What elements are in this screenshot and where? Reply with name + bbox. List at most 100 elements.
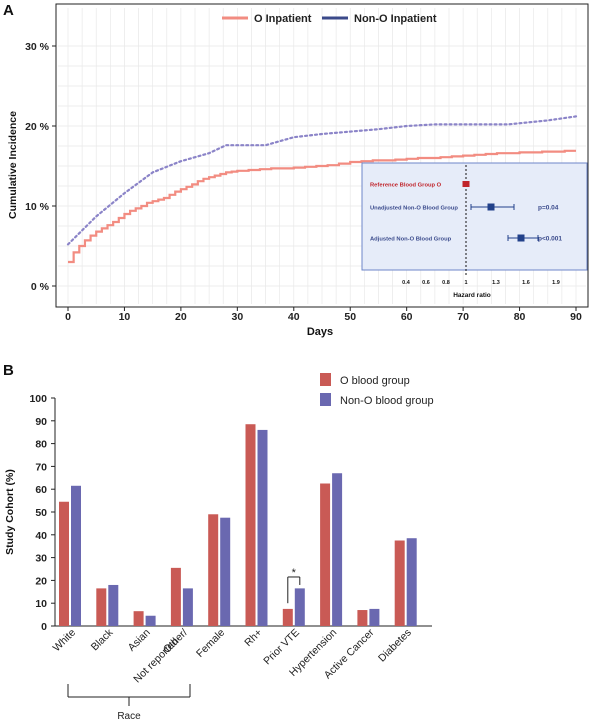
panel-b-x-labels: White Black Asian Other/Not reported Female R… bbox=[51, 626, 414, 685]
bar-non-o-blood-group bbox=[294, 588, 305, 626]
race-bracket-label: Race bbox=[117, 711, 141, 722]
bar-o-blood-group bbox=[245, 424, 256, 626]
x-tick-label: 20 bbox=[175, 311, 187, 323]
forest-tick-label: 1.3 bbox=[492, 280, 500, 286]
forest-plot-rows: Reference Blood Group O Unadjusted Non-O … bbox=[370, 165, 562, 277]
forest-tick-label: 0.6 bbox=[422, 280, 430, 286]
y-tick-label: 20 bbox=[35, 575, 47, 587]
bar-o-blood-group bbox=[133, 611, 144, 626]
forest-plot-x-label: Hazard ratio bbox=[453, 292, 491, 299]
forest-tick-label: 1.6 bbox=[522, 280, 530, 286]
panel-b-y-ticks: 0 10 20 30 40 50 60 70 80 90 100 bbox=[29, 393, 55, 633]
forest-plot-ticks: 0.4 0.6 0.8 1 1.3 1.6 1.9 bbox=[402, 280, 560, 286]
forest-row-label: Reference Blood Group O bbox=[370, 183, 442, 189]
y-tick-label: 50 bbox=[35, 507, 47, 519]
bar-non-o-blood-group bbox=[182, 588, 193, 626]
panel-label-b: B bbox=[3, 362, 14, 379]
legend-o-inpatient-label: O Inpatient bbox=[254, 13, 312, 25]
panel-a-legend: O Inpatient Non-O Inpatient bbox=[222, 13, 437, 25]
bar-non-o-blood-group bbox=[406, 538, 417, 626]
bar-o-blood-group bbox=[96, 588, 107, 626]
panel-a-lines bbox=[66, 115, 578, 264]
category-label: Rh+ bbox=[242, 627, 264, 649]
sig-star: * bbox=[292, 567, 297, 579]
category-label: Female bbox=[194, 627, 227, 660]
panel-b-legend: O blood group Non-O blood group bbox=[320, 373, 434, 407]
bar-non-o-blood-group bbox=[220, 517, 231, 626]
forest-row-label: Unadjusted Non-O Blood Group bbox=[370, 206, 458, 212]
forest-tick-label: 0.4 bbox=[402, 280, 411, 286]
x-tick-label: 90 bbox=[570, 311, 582, 323]
forest-plot-box bbox=[361, 162, 588, 271]
y-tick-label: 20 % bbox=[25, 121, 50, 133]
bar-non-o-blood-group bbox=[108, 584, 119, 626]
forest-p-value: p=0.04 bbox=[538, 205, 559, 212]
o-inpatient-line bbox=[68, 149, 576, 264]
y-tick-label: 80 bbox=[35, 439, 47, 451]
forest-tick-label: 1 bbox=[464, 280, 467, 286]
forest-hr-marker bbox=[487, 203, 495, 211]
category-label: Asian bbox=[126, 627, 153, 654]
panel-a-grid bbox=[58, 8, 586, 304]
panel-a-x-ticks: 0 10 20 30 40 50 60 70 80 90 bbox=[65, 307, 582, 323]
legend-non-o-blood-group-swatch bbox=[320, 393, 331, 406]
forest-row-label: Adjusted Non-O Blood Group bbox=[370, 237, 452, 243]
prior-vte-significance-bracket: * bbox=[287, 567, 301, 604]
legend-non-o-inpatient-label: Non-O Inpatient bbox=[354, 13, 437, 25]
x-tick-label: 70 bbox=[457, 311, 469, 323]
x-tick-label: 80 bbox=[514, 311, 526, 323]
legend-o-blood-group-label: O blood group bbox=[340, 375, 410, 387]
legend-o-blood-group-swatch bbox=[320, 373, 331, 386]
panel-label-a: A bbox=[3, 2, 14, 19]
bar-non-o-blood-group bbox=[145, 615, 156, 626]
y-tick-label: 10 bbox=[35, 598, 47, 610]
x-tick-label: 30 bbox=[231, 311, 243, 323]
panel-a-y-axis-label: Cumulative Incidence bbox=[7, 111, 19, 219]
x-tick-label: 40 bbox=[288, 311, 300, 323]
y-tick-label: 0 % bbox=[31, 281, 50, 293]
y-tick-label: 30 % bbox=[25, 41, 50, 53]
race-group-bracket: Race bbox=[67, 684, 191, 722]
bar-non-o-blood-group bbox=[332, 473, 343, 626]
category-label: White bbox=[51, 627, 79, 655]
category-label: Diabetes bbox=[376, 627, 414, 665]
panel-a-x-axis-label: Days bbox=[307, 326, 333, 338]
bar-o-blood-group bbox=[170, 567, 181, 626]
forest-reference-marker bbox=[462, 181, 470, 187]
forest-hr-marker bbox=[517, 234, 525, 242]
x-tick-label: 0 bbox=[65, 311, 71, 323]
bar-o-blood-group bbox=[320, 483, 331, 626]
x-tick-label: 60 bbox=[401, 311, 413, 323]
non-o-inpatient-line bbox=[66, 115, 578, 246]
bar-o-blood-group bbox=[394, 540, 405, 626]
forest-tick-label: 1.9 bbox=[552, 280, 560, 286]
y-tick-label: 90 bbox=[35, 416, 47, 428]
bar-non-o-blood-group bbox=[257, 429, 268, 626]
bar-non-o-blood-group bbox=[71, 485, 81, 626]
bar-o-blood-group bbox=[282, 608, 293, 626]
y-tick-label: 10 % bbox=[25, 201, 50, 213]
category-label: Black bbox=[89, 626, 116, 653]
panel-a-frame bbox=[55, 3, 589, 308]
bar-o-blood-group bbox=[208, 514, 219, 626]
y-tick-label: 0 bbox=[41, 621, 47, 633]
forest-plot-inset: Reference Blood Group O Unadjusted Non-O … bbox=[361, 162, 588, 299]
bar-non-o-blood-group bbox=[369, 608, 380, 626]
panel-b-bars bbox=[59, 424, 417, 626]
bar-o-blood-group bbox=[357, 610, 368, 626]
y-tick-label: 100 bbox=[29, 393, 47, 405]
y-tick-label: 60 bbox=[35, 484, 47, 496]
panel-b-y-axis-label: Study Cohort (%) bbox=[4, 469, 16, 555]
panel-a-chart: 0 % 10 % 20 % 30 % 0 10 20 30 40 50 60 70 80 90 Cumu… bbox=[7, 3, 589, 338]
forest-tick-label: 0.8 bbox=[442, 280, 450, 286]
forest-p-value: p<0.001 bbox=[538, 236, 562, 243]
bar-o-blood-group bbox=[59, 501, 69, 626]
y-tick-label: 40 bbox=[35, 530, 47, 542]
x-tick-label: 50 bbox=[344, 311, 356, 323]
panel-a-y-ticks: 0 % 10 % 20 % 30 % bbox=[25, 41, 56, 293]
x-tick-label: 10 bbox=[119, 311, 131, 323]
legend-non-o-blood-group-label: Non-O blood group bbox=[340, 395, 434, 407]
y-tick-label: 30 bbox=[35, 553, 47, 565]
